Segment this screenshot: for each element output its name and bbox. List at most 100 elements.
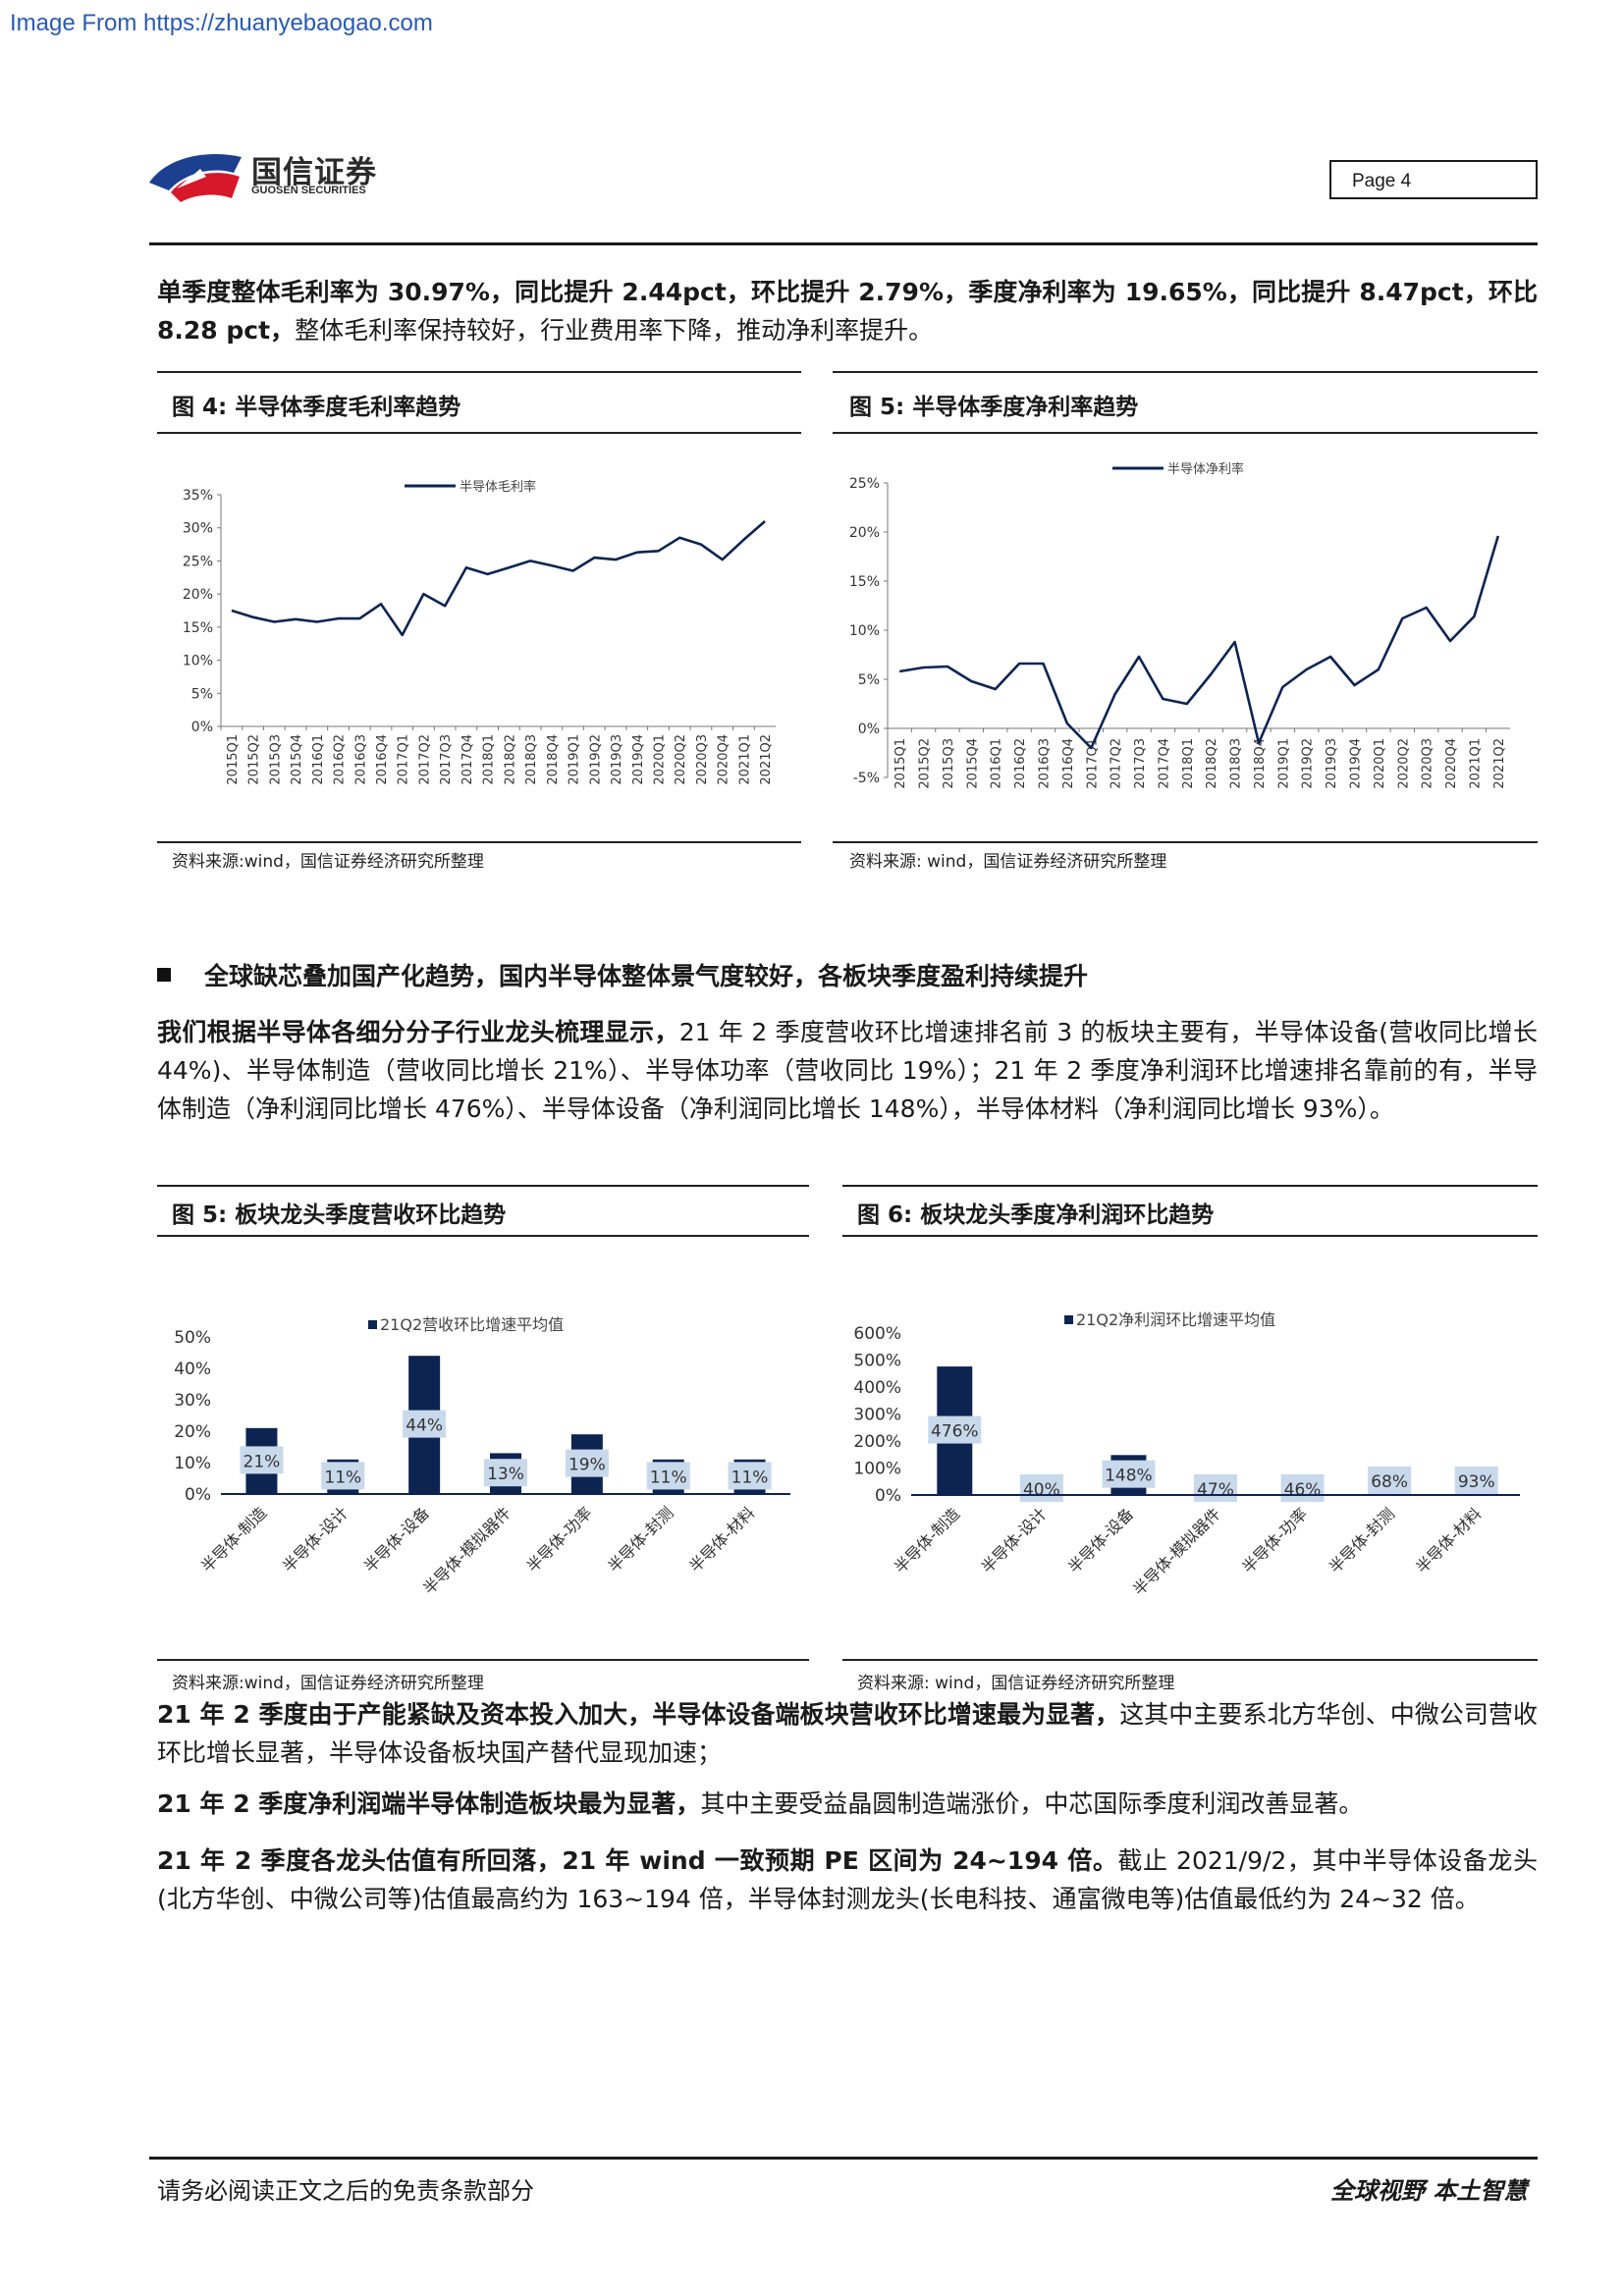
x-tick-label: 2016Q3: [1038, 738, 1053, 789]
x-tick-label: 2017Q2: [417, 734, 432, 785]
x-tick-label: 2020Q3: [695, 734, 710, 785]
paragraph-manufacturing: 21 年 2 季度净利润端半导体制造板块最为显著，其中主要受益晶圆制造端涨价，中…: [157, 1785, 1538, 1823]
y-tick-label: 600%: [853, 1324, 901, 1344]
brand-name-en: GUOSEN SECURITIES: [251, 185, 366, 196]
x-tick-label: 2015Q1: [226, 734, 241, 785]
fig4-top-rule: [157, 371, 801, 373]
para-a-run-1: 这其中主要系北方华创、中微公司营收环比增长显著，半导体设备板块国产替代显现加速；: [157, 1700, 1538, 1767]
x-tick-label: 半导体-封测: [604, 1503, 677, 1575]
fig6-top-rule: [842, 1185, 1538, 1187]
data-label-bg: [1194, 1474, 1237, 1502]
x-tick-label: 2019Q4: [1349, 738, 1364, 789]
x-tick-label: 2018Q4: [546, 734, 561, 785]
data-label-bg: [1454, 1467, 1498, 1494]
paragraph-valuation: 21 年 2 季度各龙头估值有所回落，21 年 wind 一致预期 PE 区间为…: [157, 1842, 1538, 1918]
data-label: 21%: [244, 1452, 281, 1471]
x-tick-label: 半导体-功率: [1238, 1504, 1311, 1576]
legend-swatch: [1064, 1315, 1073, 1324]
x-tick-label: 2019Q4: [631, 734, 646, 785]
x-tick-label: 2017Q4: [1157, 738, 1171, 789]
x-tick-label: 2018Q2: [1205, 738, 1219, 789]
x-tick-label: 2020Q4: [1444, 738, 1459, 789]
x-tick-label: 2015Q4: [290, 734, 304, 785]
y-tick-label: 20%: [849, 525, 880, 541]
x-tick-label: 2020Q2: [674, 734, 688, 785]
fig5a-bottom-rule: [833, 841, 1538, 843]
x-tick-label: 2018Q3: [1229, 738, 1244, 789]
x-tick-label: 2016Q1: [311, 734, 326, 785]
legend-label: 半导体净利率: [1167, 461, 1244, 477]
para-c-run-1: 截止 2021/9/2，其中半导体设备龙头(北方华创、中微公司等)估值最高约为 …: [157, 1846, 1538, 1913]
data-label-bg: [1280, 1474, 1325, 1502]
fig5b-bottom-rule: [157, 1659, 809, 1661]
brand-name-cn: 国信证券: [251, 155, 377, 190]
x-tick-label: 半导体-制造: [891, 1504, 963, 1576]
para-b-run-0: 21 年 2 季度净利润端半导体制造板块最为显著，: [157, 1789, 701, 1818]
net-margin-chart: -5% 0% 5% 10% 15% 20% 25% 2015Q1 2015Q2 2015Q3 201…: [849, 461, 1510, 789]
revenue-qoq-chart: 0% 10% 20% 30% 40% 50% 21% 半导体-制造 11% 半导体-设计 44% 半导…: [174, 1315, 790, 1598]
x-tick-label: 2016Q3: [353, 734, 368, 785]
x-tick-label: 2019Q3: [610, 734, 624, 785]
fig4-title: 图 4: 半导体季度毛利率趋势: [172, 395, 461, 420]
page-number-box: [1329, 160, 1538, 199]
y-tick-label: 35%: [183, 488, 213, 504]
legend-label: 21Q2营收环比增速平均值: [380, 1315, 564, 1334]
x-tick-label: 2020Q1: [1373, 738, 1387, 789]
x-tick-label: 2019Q3: [1325, 738, 1339, 789]
x-tick-label: 2019Q2: [1301, 738, 1316, 789]
data-label-bg: [565, 1449, 609, 1477]
fig5b-title: 图 5: 板块龙头季度营收环比趋势: [172, 1202, 507, 1228]
x-tick-label: 半导体-设备: [1064, 1504, 1137, 1576]
x-tick-label: 2018Q2: [503, 734, 517, 785]
data-label: 476%: [931, 1422, 979, 1442]
y-tick-label: 0%: [858, 721, 880, 737]
y-tick-label: 0%: [875, 1486, 901, 1506]
legend-label: 21Q2净利润环比增速平均值: [1076, 1310, 1275, 1329]
x-tick-label: 2020Q4: [717, 734, 731, 785]
y-tick-label: 25%: [849, 476, 880, 492]
x-tick-label: 2015Q3: [942, 738, 956, 789]
y-tick-label: 25%: [183, 554, 213, 569]
y-tick-label: 5%: [858, 672, 880, 688]
footer-slogan: 全球视野 本土智慧: [1330, 2177, 1528, 2205]
fig6-bottom-rule: [842, 1659, 1538, 1661]
x-tick-label: 2016Q4: [375, 734, 390, 785]
y-tick-label: 300%: [853, 1406, 901, 1425]
y-tick-label: 40%: [174, 1360, 211, 1379]
x-tick-label: 半导体-设备: [360, 1503, 433, 1575]
fig4-title-rule: [157, 432, 801, 434]
x-tick-label: 半导体-设计: [279, 1503, 352, 1575]
y-tick-label: 400%: [853, 1378, 901, 1398]
fig5a-source: 资料来源: wind，国信证券经济研究所整理: [849, 852, 1167, 872]
x-tick-label: 2021Q2: [759, 734, 774, 785]
x-tick-label: 2018Q3: [524, 734, 539, 785]
y-tick-label: 10%: [183, 654, 213, 669]
profit-qoq-chart: 0%100%200%300%400%500%600%476%半导体-制造40%半…: [853, 1310, 1520, 1599]
fig6-title-rule: [842, 1235, 1538, 1237]
y-tick-label: 200%: [853, 1432, 901, 1452]
data-label: 148%: [1105, 1467, 1153, 1486]
data-label-bg: [646, 1462, 690, 1490]
series-line: [898, 535, 1500, 750]
header-rule: [149, 242, 1538, 245]
x-tick-label: 2020Q2: [1396, 738, 1411, 789]
data-label-bg: [728, 1462, 772, 1490]
x-tick-label: 2015Q3: [268, 734, 283, 785]
body-paragraph: 我们根据半导体各细分分子行业龙头梳理显示，21 年 2 季度营收环比增速排名前 …: [157, 1013, 1538, 1128]
data-label: 11%: [324, 1468, 361, 1487]
disclaimer-note: 请务必阅读正文之后的免责条款部分: [157, 2177, 534, 2205]
fig6-source: 资料来源: wind，国信证券经济研究所整理: [857, 1674, 1175, 1693]
x-tick-label: 2017Q3: [439, 734, 454, 785]
y-tick-label: 30%: [183, 521, 213, 537]
x-tick-label: 2018Q1: [1181, 738, 1196, 789]
x-tick-label: 2017Q1: [397, 734, 411, 785]
y-tick-label: -5%: [853, 771, 880, 786]
x-tick-label: 2016Q2: [1013, 738, 1028, 789]
series-line: [231, 520, 766, 637]
data-label-bg: [1368, 1467, 1412, 1494]
data-label: 19%: [568, 1456, 606, 1475]
source-watermark: Image From https://zhuanyebaogao.com: [10, 10, 433, 36]
page-number: Page 4: [1352, 171, 1412, 191]
data-label: 11%: [731, 1468, 769, 1487]
fig5b-source: 资料来源:wind，国信证券经济研究所整理: [172, 1674, 484, 1693]
